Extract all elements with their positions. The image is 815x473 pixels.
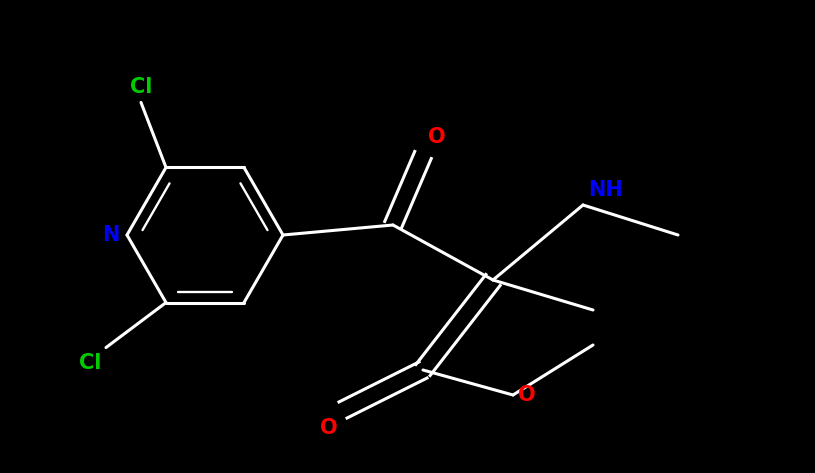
Text: N: N (102, 225, 119, 245)
Text: O: O (428, 127, 446, 147)
Text: Cl: Cl (130, 78, 152, 97)
Text: NH: NH (588, 180, 623, 200)
Text: O: O (518, 385, 535, 405)
Text: Cl: Cl (78, 352, 101, 373)
Text: O: O (320, 418, 338, 438)
